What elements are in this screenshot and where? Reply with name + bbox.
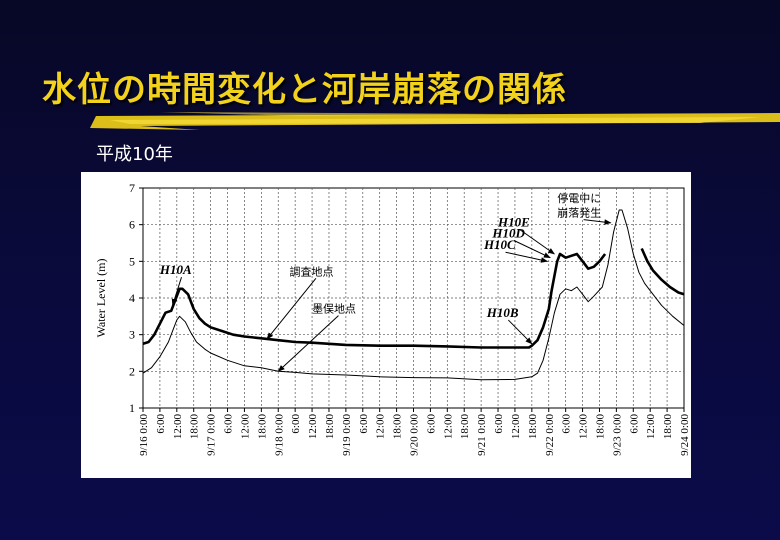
x-tick-label: 9/17 0:00 [206,414,218,456]
x-tick-label: 6:00 [493,414,505,434]
x-tick-label: 12:00 [578,414,590,440]
x-tick-label: 12:00 [375,414,387,440]
x-tick-label: 9/21 0:00 [476,414,488,456]
annotation-label: H10C [483,237,516,252]
annotation-arrow [266,277,317,340]
x-tick-label: 6:00 [290,414,302,434]
x-tick-label: 12:00 [510,414,522,440]
x-tick-label: 12:00 [239,414,251,440]
x-tick-label: 6:00 [561,414,573,434]
y-tick-label: 1 [129,401,135,415]
chart-subtitle: 平成10年 [96,144,173,165]
x-tick-label: 9/16 0:00 [138,414,150,456]
slide-title: 水位の時間変化と河岸崩落の関係 [42,70,567,110]
series-line-survey-point [640,247,685,296]
y-tick-label: 7 [129,181,135,195]
x-tick-label: 12:00 [307,414,319,440]
annotation-arrow [583,219,612,225]
x-tick-label: 9/22 0:00 [544,414,556,456]
x-tick-label: 18:00 [459,414,471,440]
series-line-survey-point [142,252,607,349]
x-tick-label: 18:00 [662,414,674,440]
x-tick-label: 6:00 [223,414,235,434]
annotation-arrow [513,240,551,259]
annotation-label: 調査地点 [290,264,334,278]
annotation-label: H10D [491,226,525,241]
y-tick-label: 2 [129,364,135,378]
x-tick-label: 18:00 [392,414,404,440]
annotation-label: H10E [497,215,530,230]
x-tick-label: 9/24 0:00 [679,414,691,456]
chart-panel: 1 2 3 4 5 6 7 9/16 0:00 6:00 12:00 18:00 9/17 0:00 6… [81,172,691,478]
y-tick-label: 5 [129,254,135,268]
y-tick-label: 3 [129,328,135,342]
y-axis-label: Water Level (m) [94,259,108,338]
x-tick-label: 9/23 0:00 [611,414,623,456]
annotation-arrow [519,229,555,255]
x-tick-label: 18:00 [189,414,201,440]
water-level-chart: 1 2 3 4 5 6 7 9/16 0:00 6:00 12:00 18:00 9/17 0:00 6… [94,181,691,456]
x-tick-label: 9/20 0:00 [409,414,421,456]
x-tick-label: 9/19 0:00 [341,414,353,456]
annotation-label: 崩落発生 [557,206,601,220]
y-tick-label: 4 [129,291,135,305]
x-tick-label: 6:00 [358,414,370,434]
x-tick-label: 12:00 [645,414,657,440]
annotation-label: 墨俣地点 [312,302,356,316]
annotation-arrow [171,277,182,307]
x-tick-label: 18:00 [324,414,336,440]
x-tick-label: 18:00 [594,414,606,440]
x-tick-label: 6:00 [628,414,640,434]
x-tick-label: 12:00 [442,414,454,440]
x-tick-label: 6:00 [155,414,167,434]
annotation-arrow [508,319,533,345]
annotation-label: H10B [486,305,519,320]
annotation-arrow [505,251,549,263]
x-tick-label: 6:00 [425,414,437,434]
y-tick-label: 6 [129,218,135,232]
x-tick-label: 18:00 [256,414,268,440]
annotation-label: 停電中に [557,191,601,205]
series-line-sunomata-point [142,209,685,381]
annotation-label: H10A [159,262,192,277]
x-tick-label: 12:00 [172,414,184,440]
x-tick-label: 9/18 0:00 [273,414,285,456]
annotation-arrow [277,315,339,372]
x-tick-label: 18:00 [527,414,539,440]
title-underline [90,112,780,130]
